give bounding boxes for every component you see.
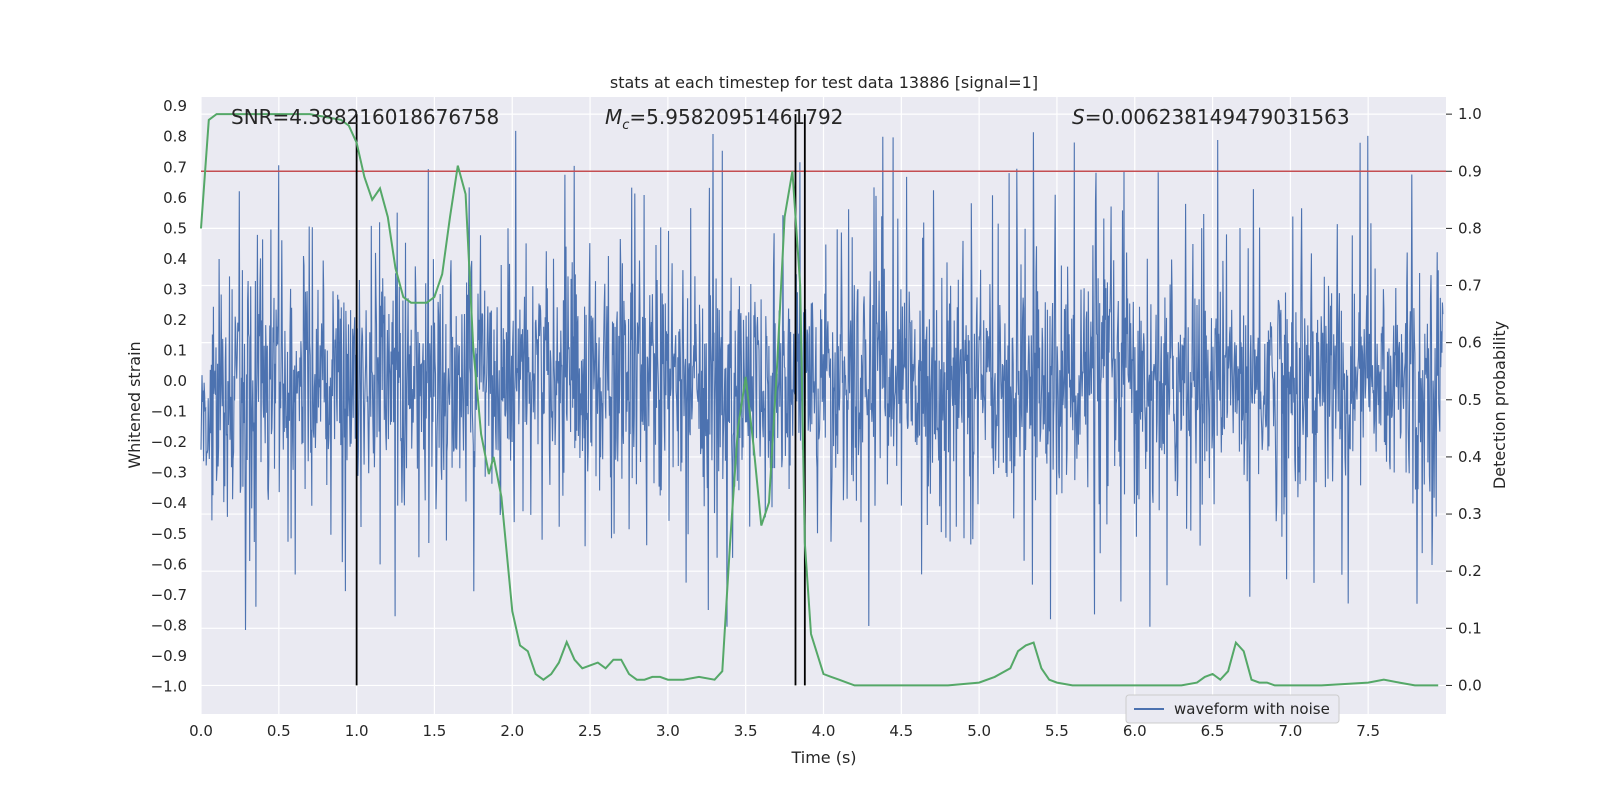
left-tick-label: −0.6 (151, 555, 187, 573)
x-tick-label: 5.5 (1045, 722, 1069, 740)
left-tick-label: −0.4 (151, 494, 187, 512)
x-tick-label: 4.5 (889, 722, 913, 740)
right-tick-label: 0.1 (1458, 619, 1482, 637)
right-tick-label: 0.6 (1458, 334, 1482, 352)
right-tick-labels: 1.0 0.9 0.8 0.7 0.6 0.5 0.4 0.3 0.2 0.1 0.0 (1446, 105, 1482, 694)
x-tick-label: 7.5 (1356, 722, 1380, 740)
x-tick-label: 7.0 (1278, 722, 1302, 740)
x-tick-label: 3.5 (734, 722, 758, 740)
left-tick-label: −0.3 (151, 464, 187, 482)
x-tick-label: 2.5 (578, 722, 602, 740)
right-tick-label: 0.4 (1458, 448, 1482, 466)
x-tick-label: 6.0 (1123, 722, 1147, 740)
left-tick-label: 0.9 (163, 97, 187, 115)
right-axis-label: Detection probability (1490, 321, 1509, 489)
left-tick-label: 0.4 (163, 250, 187, 268)
x-tick-label: 0.0 (189, 722, 213, 740)
right-tick-label: 0.0 (1458, 676, 1482, 694)
x-tick-label: 3.0 (656, 722, 680, 740)
s-value: =0.006238149479031563 (1085, 105, 1350, 129)
left-tick-label: 0.6 (163, 189, 187, 207)
left-tick-label: −1.0 (151, 678, 187, 696)
left-tick-label: 0.2 (163, 311, 187, 329)
right-tick-label: 0.2 (1458, 562, 1482, 580)
chirp-mass-annotation: Mc=5.95820951461792 (605, 105, 843, 133)
probability-series (200, 113, 1439, 687)
s-annotation: S=0.006238149479031563 (1072, 105, 1350, 129)
left-tick-label: 0.8 (163, 128, 187, 146)
strain-series (200, 130, 1444, 631)
snr-annotation: SNR=4.388216018676758 (231, 105, 499, 129)
right-tick-label: 0.9 (1458, 162, 1482, 180)
right-tick-label: 0.8 (1458, 219, 1482, 237)
x-tick-labels: 0.0 0.5 1.0 1.5 2.0 2.5 3.0 3.5 4.0 4.5 5.0 5.5 6.0 6… (189, 722, 1380, 740)
right-tick-label: 1.0 (1458, 105, 1482, 123)
left-axis-label: Whitened strain (125, 341, 144, 468)
chart-title: stats at each timestep for test data 138… (610, 73, 1038, 92)
left-tick-label: −0.7 (151, 586, 187, 604)
left-tick-label: 0.0 (163, 372, 187, 390)
left-tick-label: 0.7 (163, 158, 187, 176)
probability-line (200, 113, 1439, 687)
left-tick-labels: 0.9 0.8 0.7 0.6 0.5 0.4 0.3 0.2 0.1 0.0 −0.1 −0.2 −0… (151, 97, 187, 695)
left-tick-label: −0.2 (151, 433, 187, 451)
x-tick-label: 4.0 (812, 722, 836, 740)
left-tick-label: −0.8 (151, 616, 187, 634)
left-tick-label: −0.5 (151, 525, 187, 543)
x-tick-label: 0.5 (267, 722, 291, 740)
legend-box (1125, 694, 1340, 724)
s-symbol: S (1072, 105, 1085, 129)
x-tick-label: 5.0 (967, 722, 991, 740)
right-tick-label: 0.7 (1458, 277, 1482, 295)
chirp-mass-value: =5.95820951461792 (629, 105, 843, 129)
right-tick-label: 0.3 (1458, 505, 1482, 523)
left-tick-label: −0.1 (151, 403, 187, 421)
left-tick-label: −0.9 (151, 647, 187, 665)
x-axis-label: Time (s) (790, 748, 856, 767)
chirp-mass-subscript: c (622, 118, 629, 133)
left-tick-label: 0.3 (163, 280, 187, 298)
left-tick-label: 0.1 (163, 342, 187, 360)
legend: waveform with noise (1125, 694, 1340, 724)
x-tick-label: 1.5 (423, 722, 447, 740)
x-tick-label: 6.5 (1201, 722, 1225, 740)
strain-trace (200, 130, 1444, 631)
right-tick-label: 0.5 (1458, 391, 1482, 409)
chirp-mass-symbol: M (605, 105, 622, 129)
x-tick-label: 1.0 (345, 722, 369, 740)
x-tick-label: 2.0 (500, 722, 524, 740)
left-tick-label: 0.5 (163, 219, 187, 237)
legend-label: waveform with noise (1174, 700, 1330, 718)
